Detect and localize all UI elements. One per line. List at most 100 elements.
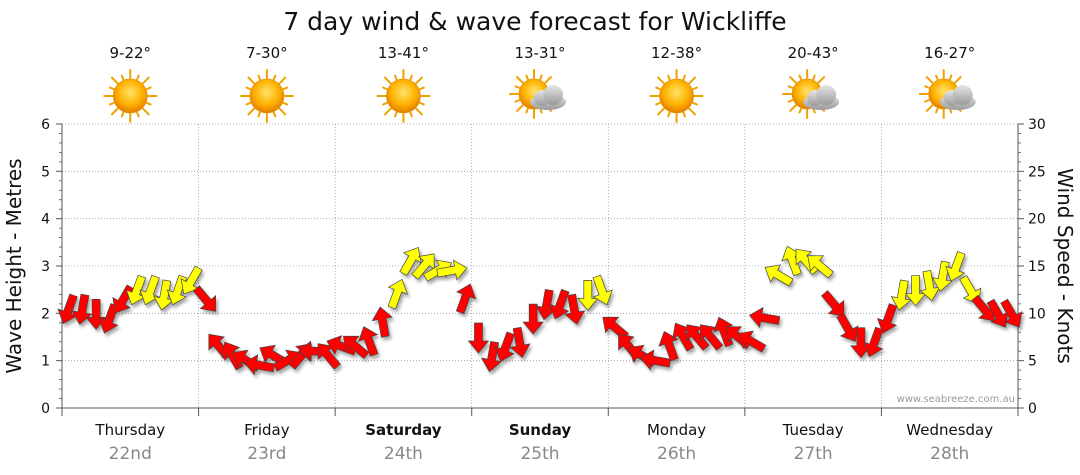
y-tick-label: 3	[41, 259, 50, 275]
sun-ray	[787, 99, 794, 103]
cloud-puff	[543, 85, 563, 105]
sun-ray	[655, 86, 661, 91]
sun-ray	[954, 76, 962, 84]
sun-ray	[925, 76, 934, 84]
sun-ray	[415, 76, 423, 85]
day-name-label: Wednesday	[906, 421, 993, 439]
sun-ray	[655, 101, 661, 106]
wind-arrow	[522, 303, 544, 335]
wind-arrow	[455, 283, 477, 315]
y-tick-label: 2	[41, 306, 50, 322]
sun-ray	[682, 74, 686, 81]
sun-ray	[257, 111, 261, 118]
wind-arrow	[509, 326, 531, 358]
temp-range-label: 20-43°	[788, 44, 839, 62]
partly-cloudy-icon	[918, 69, 976, 119]
sun-ray	[120, 74, 125, 81]
day-date-label: 26th	[657, 444, 696, 464]
sunny-icon	[103, 69, 158, 123]
wind-arrow	[467, 322, 490, 354]
wind-arrow	[387, 278, 408, 310]
temp-range-label: 7-30°	[246, 44, 288, 62]
y2-tick-label: 25	[1028, 164, 1046, 180]
sun-ray	[935, 74, 939, 81]
sun-ray	[142, 76, 150, 85]
wind-arrow	[71, 293, 93, 325]
wind-arrow	[737, 330, 767, 353]
wind-arrow	[658, 330, 679, 362]
sunny-icon	[649, 69, 704, 123]
sun-ray	[384, 107, 392, 116]
sun-ray	[935, 107, 939, 114]
sun-ray	[514, 99, 521, 103]
sun-ray	[539, 74, 543, 81]
day-date-label: 24th	[384, 444, 423, 464]
day-name-label: Thursday	[94, 421, 165, 439]
sun-ray	[419, 86, 425, 91]
y2-tick-label: 30	[1028, 117, 1046, 133]
day-date-label: 27th	[794, 444, 833, 464]
sun-ray	[382, 101, 388, 106]
sun-ray	[382, 86, 388, 91]
sun-ray	[682, 111, 686, 118]
sun-ray	[789, 104, 797, 112]
sun-ray	[394, 111, 398, 118]
sunny-icon	[239, 69, 294, 123]
wind-arrow	[890, 279, 912, 311]
wind-arrow	[243, 354, 275, 376]
sun-disc	[386, 78, 421, 114]
wind-arrow	[371, 306, 393, 338]
wind-arrow	[807, 255, 834, 279]
y2-tick-label: 15	[1028, 259, 1046, 275]
day-date-label: 28th	[930, 444, 969, 464]
sun-ray	[282, 86, 289, 91]
temp-range-label: 12-38°	[651, 44, 702, 62]
sun-ray	[924, 85, 930, 89]
sun-ray	[409, 111, 413, 118]
chart-title: 7 day wind & wave forecast for Wickliffe	[283, 7, 786, 36]
sun-ray	[245, 86, 252, 91]
sun-disc	[249, 78, 285, 114]
wind-arrow	[764, 264, 794, 287]
y2-tick-label: 20	[1028, 212, 1046, 228]
sun-ray	[948, 74, 953, 81]
sun-ray	[789, 76, 797, 84]
y-tick-label: 5	[41, 164, 50, 180]
sun-ray	[798, 107, 803, 114]
sun-ray	[516, 104, 524, 112]
sun-disc	[112, 78, 148, 114]
sun-ray	[544, 76, 552, 84]
cloud-puff	[952, 85, 973, 105]
sun-ray	[247, 107, 256, 116]
day-date-label: 22nd	[109, 444, 152, 464]
wind-arrow	[639, 349, 671, 371]
temp-range-label: 13-41°	[378, 44, 429, 62]
sun-ray	[924, 99, 930, 103]
wind-arrow	[1000, 298, 1023, 328]
temp-range-label: 13-31°	[514, 44, 565, 62]
wind-arrow	[564, 293, 586, 325]
sun-ray	[667, 74, 671, 81]
wind-arrow	[399, 246, 422, 276]
temp-range-label: 9-22°	[110, 44, 152, 62]
y-tick-label: 0	[41, 401, 50, 417]
sun-ray	[272, 111, 277, 118]
wind-arrow	[836, 312, 859, 342]
sun-ray	[394, 74, 398, 81]
sun-ray	[516, 76, 524, 84]
wind-arrow	[436, 259, 468, 281]
sun-ray	[925, 104, 934, 112]
wind-arrow	[549, 288, 570, 320]
wind-arrow	[959, 275, 982, 305]
day-name-label: Sunday	[509, 421, 572, 439]
sun-ray	[110, 107, 119, 116]
temp-range-label: 16-27°	[924, 44, 975, 62]
y-tick-label: 1	[41, 354, 50, 370]
sun-ray	[812, 74, 816, 81]
wind-arrow	[876, 303, 898, 334]
sun-ray	[278, 76, 287, 85]
y2-tick-label: 0	[1028, 401, 1037, 417]
credit-text[interactable]: www.seabreeze.com.au	[897, 394, 1015, 405]
